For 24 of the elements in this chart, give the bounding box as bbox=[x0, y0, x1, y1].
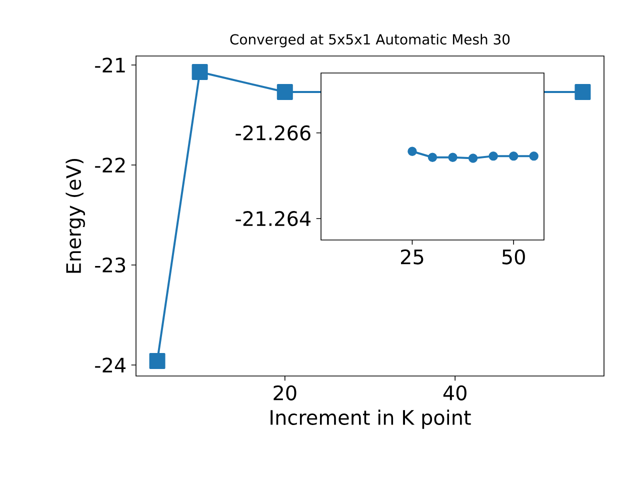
y-tick-label: -22 bbox=[95, 158, 125, 172]
y-tick-label: -23 bbox=[95, 257, 126, 273]
x-tick-label: 20 bbox=[274, 385, 296, 400]
point bbox=[408, 146, 417, 156]
point bbox=[149, 353, 166, 369]
x-tick-label: 25 bbox=[401, 249, 424, 264]
point bbox=[428, 152, 438, 162]
y-axis-title: Energy (eV) bbox=[66, 158, 85, 273]
y-tick-label: -21.264 bbox=[236, 211, 311, 226]
point bbox=[448, 152, 458, 162]
y-tick-label: -21.266 bbox=[236, 125, 310, 140]
x-tick-label: 40 bbox=[443, 385, 466, 400]
y-tick-label: -21 bbox=[95, 58, 125, 72]
point bbox=[488, 151, 498, 161]
point bbox=[508, 151, 518, 161]
x-axis-title: Increment in K point bbox=[270, 410, 471, 429]
point bbox=[574, 84, 591, 100]
point bbox=[529, 151, 538, 161]
x-tick-label: 50 bbox=[502, 249, 525, 264]
point bbox=[468, 154, 478, 163]
point bbox=[276, 84, 293, 100]
chart-title: Converged at 5x5x1 Automatic Mesh 30 bbox=[230, 34, 510, 48]
point bbox=[192, 64, 208, 80]
y-tick-label: -24 bbox=[95, 358, 126, 372]
